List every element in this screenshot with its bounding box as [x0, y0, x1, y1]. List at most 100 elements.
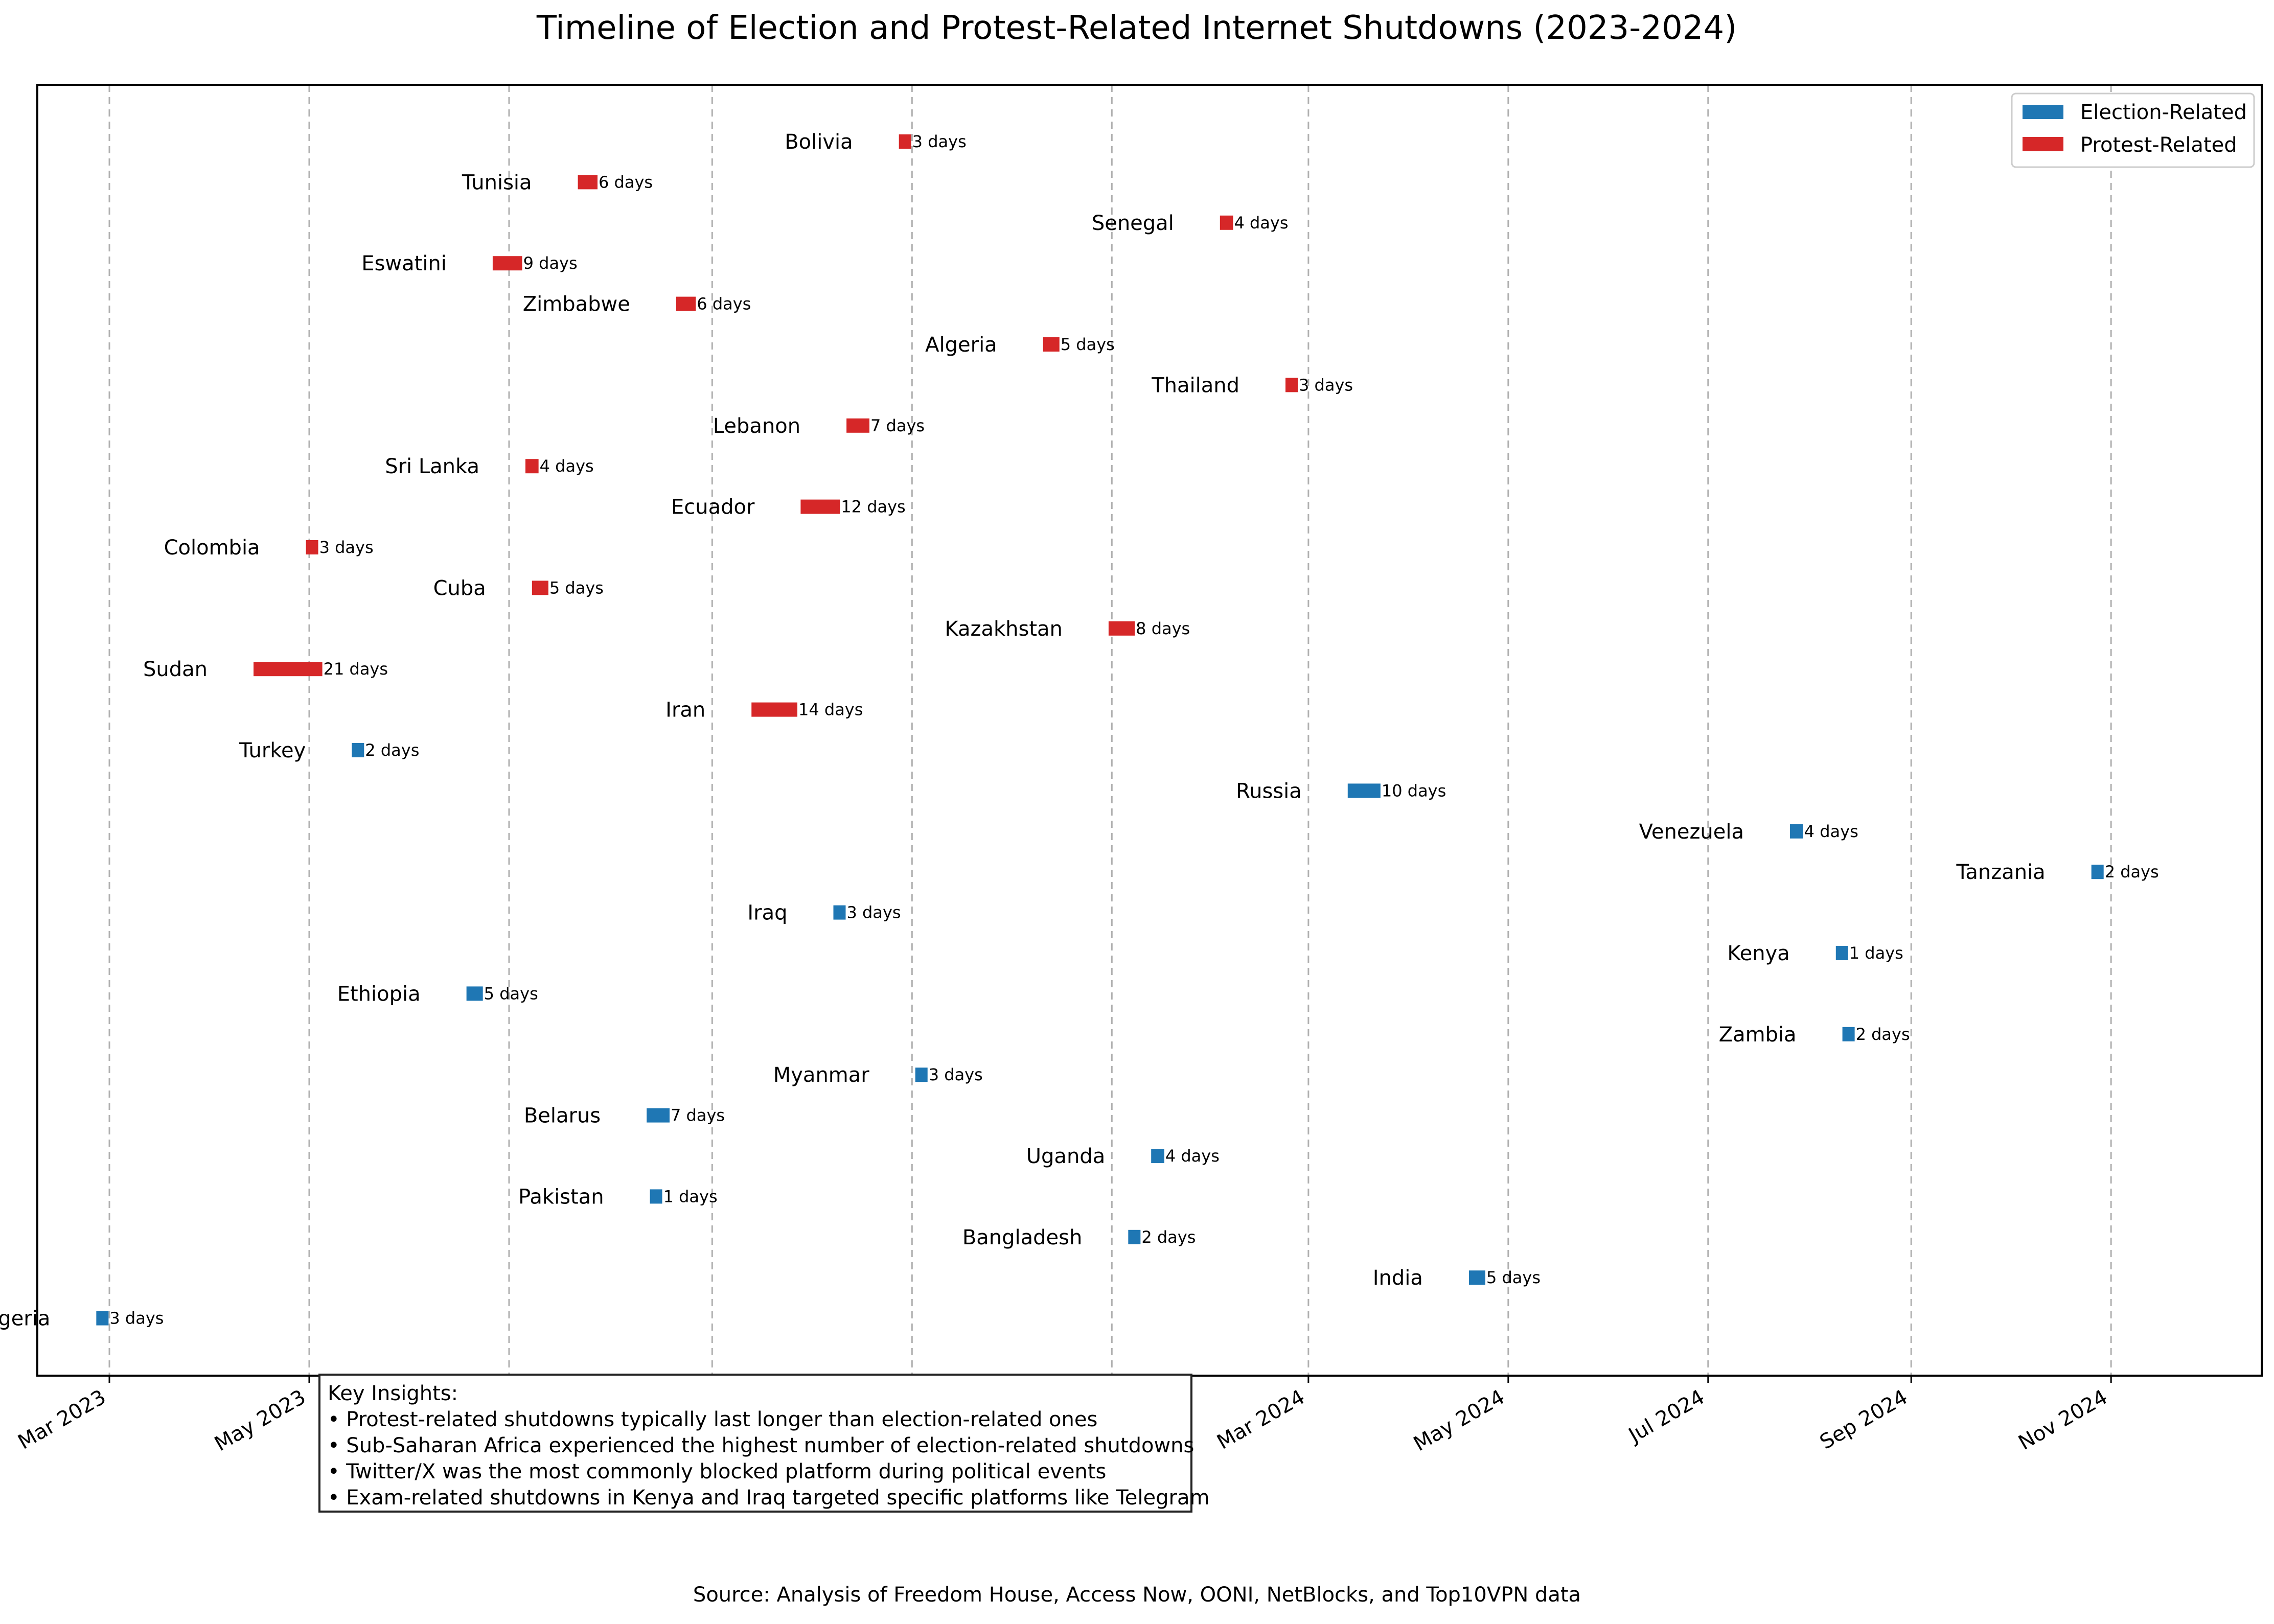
shutdown-bar [1835, 946, 1848, 960]
shutdown-bar [532, 581, 548, 595]
duration-label: 2 days [1856, 1025, 1910, 1044]
country-label: Bolivia [785, 130, 853, 154]
legend-label-election: Election-Related [2080, 101, 2247, 124]
insight-item: • Exam-related shutdowns in Kenya and Ir… [328, 1486, 1210, 1510]
insight-item: • Protest-related shutdowns typically la… [328, 1408, 1098, 1431]
shutdown-bar [647, 1108, 670, 1123]
country-label: Bangladesh [962, 1226, 1083, 1249]
duration-label: 4 days [1804, 822, 1858, 841]
duration-label: 9 days [523, 253, 578, 273]
country-label: Iran [665, 699, 705, 722]
x-tick-label: Mar 2023 [14, 1385, 110, 1454]
duration-label: 10 days [1382, 781, 1446, 800]
duration-label: 4 days [540, 456, 594, 476]
shutdown-bar [800, 499, 840, 514]
duration-label: 12 days [841, 497, 905, 517]
shutdown-bar [1151, 1149, 1164, 1163]
insight-item: • Twitter/X was the most commonly blocke… [328, 1460, 1107, 1483]
shutdown-bar [306, 540, 318, 554]
country-label: Tanzania [1956, 861, 2046, 884]
country-label: Zambia [1719, 1023, 1797, 1047]
duration-label: 7 days [671, 1106, 725, 1125]
x-tick-label: Nov 2024 [2014, 1385, 2111, 1455]
country-label: Sri Lanka [385, 455, 479, 478]
country-label: Uganda [1026, 1145, 1105, 1168]
shutdown-bar [1128, 1229, 1141, 1244]
duration-label: 7 days [870, 416, 925, 435]
legend-frame [2011, 92, 2255, 168]
duration-label: 2 days [2105, 862, 2159, 881]
country-label: Senegal [1092, 212, 1174, 235]
country-label: Kazakhstan [945, 617, 1062, 641]
shutdown-bar [833, 905, 846, 920]
shutdown-bar [650, 1189, 662, 1204]
shutdown-bar [1790, 824, 1803, 839]
duration-label: 3 days [929, 1065, 983, 1084]
duration-label: 6 days [697, 294, 751, 314]
x-tick-label: Mar 2024 [1213, 1385, 1309, 1454]
shutdown-bars: Bolivia 3 days Tunisia 6 days Senegal 4 days E… [0, 130, 2159, 1331]
country-label: Cuba [433, 576, 486, 600]
grid-lines [108, 85, 2112, 1376]
duration-label: 1 days [1849, 943, 1903, 963]
country-label: Tunisia [462, 171, 532, 194]
shutdown-bar [915, 1068, 928, 1082]
insight-item: • Sub-Saharan Africa experienced the hig… [328, 1434, 1195, 1457]
insights-heading: Key Insights: [328, 1382, 458, 1405]
country-label: Russia [1236, 779, 1302, 803]
duration-label: 1 days [663, 1187, 718, 1206]
country-label: Iraq [747, 901, 787, 925]
country-label: Pakistan [518, 1185, 604, 1209]
duration-label: 2 days [365, 740, 419, 760]
shutdown-bar [352, 743, 364, 757]
duration-label: 3 days [109, 1309, 164, 1328]
shutdown-bar [899, 134, 911, 149]
country-label: Lebanon [713, 414, 800, 438]
shutdown-bar [1108, 621, 1135, 636]
duration-label: 4 days [1234, 213, 1288, 233]
country-label: Algeria [925, 333, 997, 357]
country-label: Kenya [1727, 942, 1789, 965]
shutdown-bar [2091, 865, 2104, 879]
shutdown-bar [1842, 1027, 1855, 1041]
x-tick-label: May 2023 [211, 1385, 310, 1456]
country-label: Eswatini [361, 252, 447, 275]
legend-swatch-election [2023, 105, 2063, 119]
chart-title: Timeline of Election and Protest-Related… [536, 9, 1737, 47]
shutdown-bar [846, 418, 869, 433]
country-label: Sudan [143, 658, 208, 681]
x-tick-label: May 2024 [1410, 1385, 1509, 1456]
shutdown-bar [254, 662, 323, 677]
duration-label: 5 days [1061, 335, 1115, 354]
shutdown-bar [96, 1311, 109, 1326]
legend: Election-Related Protest-Related [2011, 92, 2255, 168]
country-label: Ecuador [671, 496, 755, 519]
duration-label: 3 days [1299, 375, 1353, 395]
country-label: India [1373, 1266, 1423, 1290]
duration-label: 5 days [484, 984, 538, 1003]
country-label: Thailand [1151, 374, 1239, 397]
source-note: Source: Analysis of Freedom House, Acces… [693, 1583, 1581, 1607]
shutdown-bar [751, 702, 797, 717]
country-label: Belarus [524, 1104, 601, 1128]
x-tick-label: Sep 2024 [1816, 1385, 1912, 1454]
duration-label: 21 days [324, 659, 388, 679]
legend-label-protest: Protest-Related [2080, 133, 2237, 157]
duration-label: 3 days [319, 538, 374, 557]
country-label: Zimbabwe [523, 293, 630, 316]
duration-label: 3 days [846, 903, 901, 922]
legend-swatch-protest [2023, 137, 2063, 151]
duration-label: 14 days [798, 700, 863, 720]
duration-label: 6 days [599, 172, 653, 192]
duration-label: 8 days [1136, 619, 1190, 638]
shutdown-bar [1285, 378, 1298, 392]
shutdown-bar [525, 459, 539, 474]
shutdown-bar [492, 256, 522, 271]
duration-label: 5 days [549, 578, 604, 597]
country-label: Nigeria [0, 1307, 50, 1331]
duration-label: 4 days [1165, 1146, 1220, 1166]
country-label: Venezuela [1639, 820, 1744, 844]
plot-area-frame [36, 84, 2263, 1377]
country-label: Colombia [164, 536, 260, 560]
